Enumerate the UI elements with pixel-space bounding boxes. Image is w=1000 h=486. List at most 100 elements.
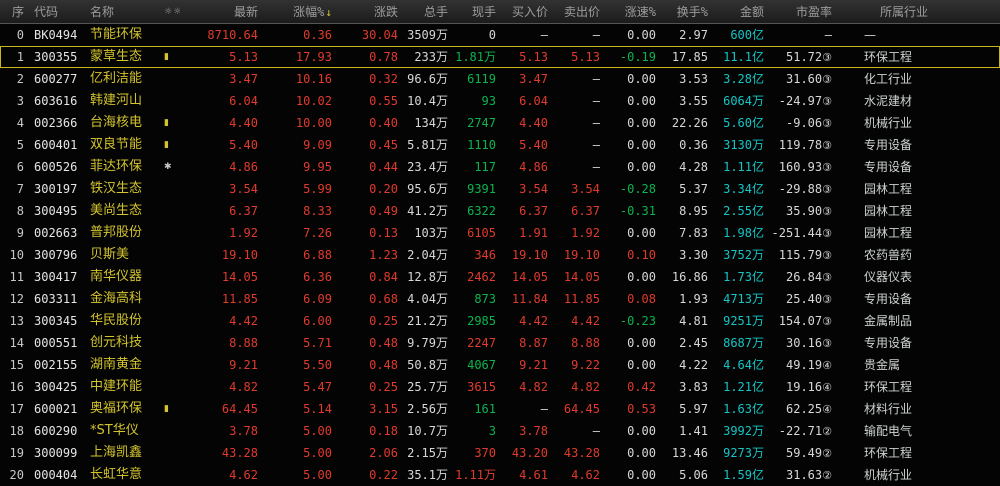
cell-latest-price: 4.42 <box>229 314 258 328</box>
cell-change-percent: 5.99 <box>303 182 332 196</box>
pe-report-quarter-badge: ③ <box>822 227 832 240</box>
cell-stock-name: 创元科技 <box>90 335 143 350</box>
marker-empty <box>164 266 180 288</box>
cell-ask-price: 14.05 <box>563 270 600 284</box>
table-row[interactable]: 1 300355 蒙草生态 ▮ 5.13 17.93 0.78 233万 1.81万 5.13 5.… <box>0 46 1000 68</box>
cell-bid-price: 8.87 <box>519 336 548 350</box>
cell-turnover: 0.36 <box>679 138 708 152</box>
cell-stock-code: BK0494 <box>34 28 78 42</box>
cell-stock-name: 南华仪器 <box>90 269 143 284</box>
table-row[interactable]: 7 300197 铁汉生态 3.54 5.99 0.20 95.6万 9391 3.54 3.54… <box>0 178 1000 200</box>
pe-report-quarter-badge: ③ <box>822 51 832 64</box>
header-ask-price[interactable]: 卖出价 <box>563 4 600 19</box>
cell-total-volume: 2.15万 <box>407 446 448 460</box>
pe-report-quarter-badge: ② <box>822 469 832 482</box>
cell-change-percent: 7.26 <box>303 226 332 240</box>
table-row[interactable]: 4 002366 台海核电 ▮ 4.40 10.00 0.40 134万 2747 4.40 — 0.… <box>0 112 1000 134</box>
cell-ask-price: 5.13 <box>571 50 600 64</box>
marker-empty <box>164 354 180 376</box>
cell-turnover: 3.53 <box>679 72 708 86</box>
cell-ask-price: 9.22 <box>571 358 600 372</box>
table-row[interactable]: 11 300417 南华仪器 14.05 6.36 0.84 12.8万 2462 14.05 1… <box>0 266 1000 288</box>
cell-current-volume: 9391 <box>467 182 496 196</box>
cell-current-volume: 346 <box>474 248 496 262</box>
table-row[interactable]: 19 300099 上海凯鑫 43.28 5.00 2.06 2.15万 370 43.20 43… <box>0 442 1000 464</box>
header-code[interactable]: 代码 <box>34 4 59 19</box>
cell-index: 2 <box>16 72 24 86</box>
header-amount[interactable]: 金额 <box>739 4 764 19</box>
table-row[interactable]: 2 600277 亿利洁能 3.47 10.16 0.32 96.6万 6119 3.47 — 0.… <box>0 68 1000 90</box>
header-pe-ratio[interactable]: 市盈率 <box>795 4 832 19</box>
cell-ask-price: — <box>592 116 600 130</box>
pe-report-quarter-badge: ③ <box>822 73 832 86</box>
cell-industry: 材料行业 <box>864 402 913 416</box>
cell-current-volume: 6105 <box>467 226 496 240</box>
cell-stock-code: 300355 <box>34 50 78 64</box>
header-total-volume[interactable]: 总手 <box>423 4 448 19</box>
cell-index: 16 <box>9 380 24 394</box>
cell-ask-price: 8.88 <box>571 336 600 350</box>
header-speed[interactable]: 涨速% <box>624 4 656 19</box>
marker-empty <box>164 222 180 244</box>
cell-pe-ratio: 119.78③ <box>778 138 832 152</box>
cell-amount: 1.59亿 <box>723 468 764 482</box>
pe-report-quarter-badge: ③ <box>822 249 832 262</box>
header-change[interactable]: 涨跌 <box>373 4 398 19</box>
cell-total-volume: 2.04万 <box>407 248 448 262</box>
table-row[interactable]: 3 603616 韩建河山 6.04 10.02 0.55 10.4万 93 6.04 — 0.00… <box>0 90 1000 112</box>
cell-industry: 专用设备 <box>864 138 913 152</box>
header-current-volume[interactable]: 现手 <box>471 4 496 19</box>
table-row[interactable]: 9 002663 普邦股份 1.92 7.26 0.13 103万 6105 1.91 1.92 0… <box>0 222 1000 244</box>
cell-stock-code: 300197 <box>34 182 78 196</box>
header-flag-icons[interactable]: ☼☼ <box>164 6 180 17</box>
header-bid-price[interactable]: 买入价 <box>511 4 548 19</box>
header-index[interactable]: 序 <box>11 4 24 19</box>
table-row[interactable]: 16 300425 中建环能 4.82 5.47 0.25 25.7万 3615 4.82 4.8… <box>0 376 1000 398</box>
marker-empty <box>164 376 180 398</box>
table-row[interactable]: 6 600526 菲达环保 ✱ 4.86 9.95 0.44 23.4万 117 4.86 — 0.0… <box>0 156 1000 178</box>
cell-latest-price: 4.40 <box>229 116 258 130</box>
table-row[interactable]: 17 600021 奥福环保 ▮ 64.45 5.14 3.15 2.56万 161 — 64.45… <box>0 398 1000 420</box>
header-latest[interactable]: 最新 <box>233 4 258 19</box>
cell-change: 0.20 <box>369 182 398 196</box>
table-row[interactable]: 0 BK0494 节能环保 8710.64 0.36 30.04 3509万 0 — — 0.00 2… <box>0 24 1000 46</box>
table-row[interactable]: 15 002155 湖南黄金 9.21 5.50 0.48 50.8万 4067 9.21 9.2… <box>0 354 1000 376</box>
table-row[interactable]: 13 300345 华民股份 4.42 6.00 0.25 21.2万 2985 4.42 4.4… <box>0 310 1000 332</box>
cell-amount: 4713万 <box>723 292 764 306</box>
cell-latest-price: 64.45 <box>221 402 258 416</box>
cell-change-percent: 6.88 <box>303 248 332 262</box>
table-row[interactable]: 10 300796 贝斯美 19.10 6.88 1.23 2.04万 346 19.10 19.… <box>0 244 1000 266</box>
cell-industry: 水泥建材 <box>864 94 913 108</box>
table-row[interactable]: 20 000404 长虹华意 4.62 5.00 0.22 35.1万 1.11万 4.61 4.… <box>0 464 1000 486</box>
cell-turnover: 4.28 <box>679 160 708 174</box>
cell-change-percent: 10.02 <box>295 94 332 108</box>
cell-change-percent: 5.00 <box>303 468 332 482</box>
table-row[interactable]: 8 300495 美尚生态 6.37 8.33 0.49 41.2万 6322 6.37 6.37… <box>0 200 1000 222</box>
cell-speed: 0.00 <box>627 72 656 86</box>
cell-current-volume: 2462 <box>467 270 496 284</box>
table-row[interactable]: 18 600290 *ST华仪 3.78 5.00 0.18 10.7万 3 3.78 — 0.00… <box>0 420 1000 442</box>
cell-latest-price: 3.47 <box>229 72 258 86</box>
cell-current-volume: 161 <box>474 402 496 416</box>
cell-bid-price: 4.82 <box>519 380 548 394</box>
cell-bid-price: 4.86 <box>519 160 548 174</box>
cell-current-volume: 1.11万 <box>455 468 496 482</box>
header-turnover[interactable]: 换手% <box>676 4 708 19</box>
cell-total-volume: 50.8万 <box>407 358 448 372</box>
cell-latest-price: 9.21 <box>229 358 258 372</box>
cell-total-volume: 35.1万 <box>407 468 448 482</box>
cell-stock-name: 美尚生态 <box>90 203 143 218</box>
cell-speed: -0.31 <box>619 204 656 218</box>
cell-pe-ratio: -9.06③ <box>786 116 832 130</box>
cell-total-volume: 23.4万 <box>407 160 448 174</box>
cell-change: 2.06 <box>369 446 398 460</box>
header-change-pct[interactable]: 涨幅%↓ <box>262 1 336 23</box>
table-row[interactable]: 14 000551 创元科技 8.88 5.71 0.48 9.79万 2247 8.87 8.8… <box>0 332 1000 354</box>
header-name[interactable]: 名称 <box>90 4 115 19</box>
table-row[interactable]: 12 603311 金海高科 11.85 6.09 0.68 4.04万 873 11.84 11… <box>0 288 1000 310</box>
header-industry[interactable]: 所属行业 <box>880 4 929 19</box>
cell-amount: 3752万 <box>723 248 764 262</box>
cell-change-percent: 5.47 <box>303 380 332 394</box>
table-row[interactable]: 5 600401 双良节能 ▮ 5.40 9.09 0.45 5.81万 1110 5.40 — 0.… <box>0 134 1000 156</box>
